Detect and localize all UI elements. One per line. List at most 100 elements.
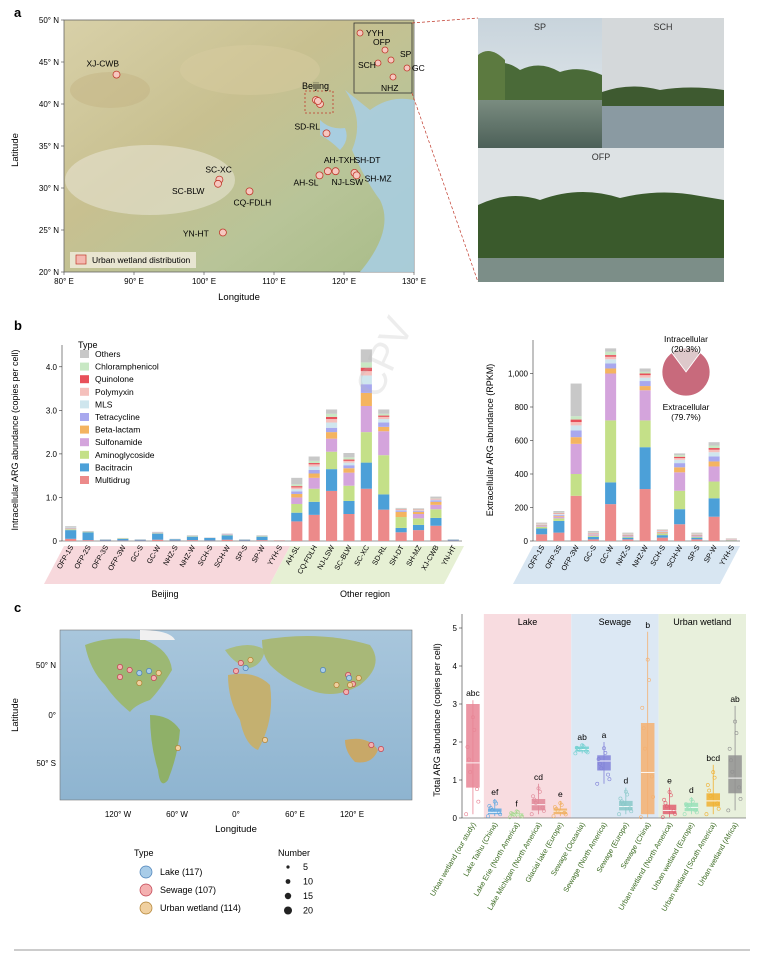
panel-label-c: c xyxy=(14,600,21,615)
y-tick-label: 4.0 xyxy=(46,363,58,372)
bar-segment xyxy=(378,426,390,432)
box-letter: abc xyxy=(466,688,480,698)
bar-segment xyxy=(378,422,390,427)
bar-segment xyxy=(65,538,77,541)
bar-segment xyxy=(553,512,565,514)
bar-segment xyxy=(82,532,94,541)
box-point xyxy=(518,813,523,818)
box-letter: e xyxy=(558,789,563,799)
box-point xyxy=(514,809,519,814)
bar-segment xyxy=(691,535,703,537)
bar-segment xyxy=(430,509,442,518)
box-point xyxy=(533,801,538,805)
box-point xyxy=(536,786,541,791)
legend-swatch-urban-wetland xyxy=(75,254,87,265)
bar-segment xyxy=(308,464,320,467)
pie-pct: (20.3%) xyxy=(671,344,701,354)
box-point xyxy=(643,746,647,751)
box-point xyxy=(584,749,589,754)
bar-segment xyxy=(412,513,425,519)
box-point xyxy=(599,766,604,771)
box-point xyxy=(704,812,709,817)
box-letter: ab xyxy=(730,694,740,704)
type-legend-label: Lake (117) xyxy=(160,867,202,877)
box-point xyxy=(689,797,694,802)
bar-segment xyxy=(360,432,372,463)
bar-segment xyxy=(82,540,94,541)
world-point xyxy=(237,660,244,666)
site-label: SD-RL xyxy=(295,121,321,131)
bar-segment xyxy=(691,534,703,536)
bar-segment xyxy=(570,437,582,444)
bar-segment xyxy=(553,520,565,533)
bar-segment xyxy=(536,534,548,541)
box-point xyxy=(664,804,669,809)
bar-segment xyxy=(674,456,686,459)
world-lat-tick: 0° xyxy=(48,711,56,720)
box-point xyxy=(715,801,720,806)
bar-segment xyxy=(622,535,634,537)
legend-label: Chloramphenicol xyxy=(95,362,159,372)
bar-segment xyxy=(536,526,548,529)
site-label: SH-MZ xyxy=(365,173,392,183)
bar-segment xyxy=(639,447,651,490)
box-point xyxy=(486,814,490,819)
box-point xyxy=(738,797,743,801)
bar-segment xyxy=(605,363,617,369)
world-point xyxy=(368,742,375,748)
box-point xyxy=(705,783,710,787)
legend-label: Sulfonamide xyxy=(95,437,143,447)
bar-segment xyxy=(691,534,703,535)
box-point xyxy=(716,806,721,811)
bar-segment xyxy=(691,532,703,534)
bar-segment xyxy=(134,539,146,541)
y-tick-label: 400 xyxy=(515,470,529,479)
bar-segment xyxy=(587,534,599,536)
box-y-tick: 4 xyxy=(453,662,458,671)
bar-segment xyxy=(674,459,686,464)
bar-segment xyxy=(587,534,599,535)
box-point xyxy=(618,796,623,801)
world-point xyxy=(175,745,181,751)
bar-segment xyxy=(430,500,442,502)
map-lat-tick: 50° N xyxy=(39,16,59,25)
bar-segment xyxy=(587,530,599,533)
bar-segment xyxy=(639,489,651,541)
bar-segment xyxy=(308,460,320,464)
bar-segment xyxy=(326,451,338,470)
bar-segment xyxy=(291,503,303,513)
number-legend-dot xyxy=(284,892,292,900)
bar-segment xyxy=(343,457,355,460)
bar-segment xyxy=(378,413,390,416)
site-label: YN-HT xyxy=(183,229,209,239)
map-y-axis-label: Latitude xyxy=(10,133,21,167)
bar-segment xyxy=(343,472,355,486)
site-marker xyxy=(331,167,340,176)
bar-segment xyxy=(343,468,355,473)
legend-label: Quinolone xyxy=(95,374,134,384)
map-lon-tick: 130° E xyxy=(402,277,426,286)
bar-segment xyxy=(605,420,617,483)
world-point xyxy=(117,674,123,680)
world-point xyxy=(150,675,157,681)
bar-segment xyxy=(186,535,198,537)
bar-segment xyxy=(204,537,216,541)
bar-segment xyxy=(570,416,582,420)
bar-segment xyxy=(378,494,390,510)
bar-segment xyxy=(343,500,355,514)
bar-segment xyxy=(447,539,459,541)
type-legend-label: Sewage (107) xyxy=(160,885,216,895)
bar-segment xyxy=(708,461,720,467)
box-point xyxy=(639,815,643,820)
bar-segment xyxy=(536,524,548,525)
box-y-tick: 1 xyxy=(453,776,458,785)
bar-segment xyxy=(395,507,407,509)
bar-segment xyxy=(430,525,442,541)
box-point xyxy=(673,812,677,816)
box-group-label: Sewage xyxy=(599,617,632,627)
box-point xyxy=(537,789,542,794)
world-y-label: Latitude xyxy=(10,698,21,732)
bar-segment xyxy=(412,518,425,525)
bar-segment xyxy=(622,539,634,541)
